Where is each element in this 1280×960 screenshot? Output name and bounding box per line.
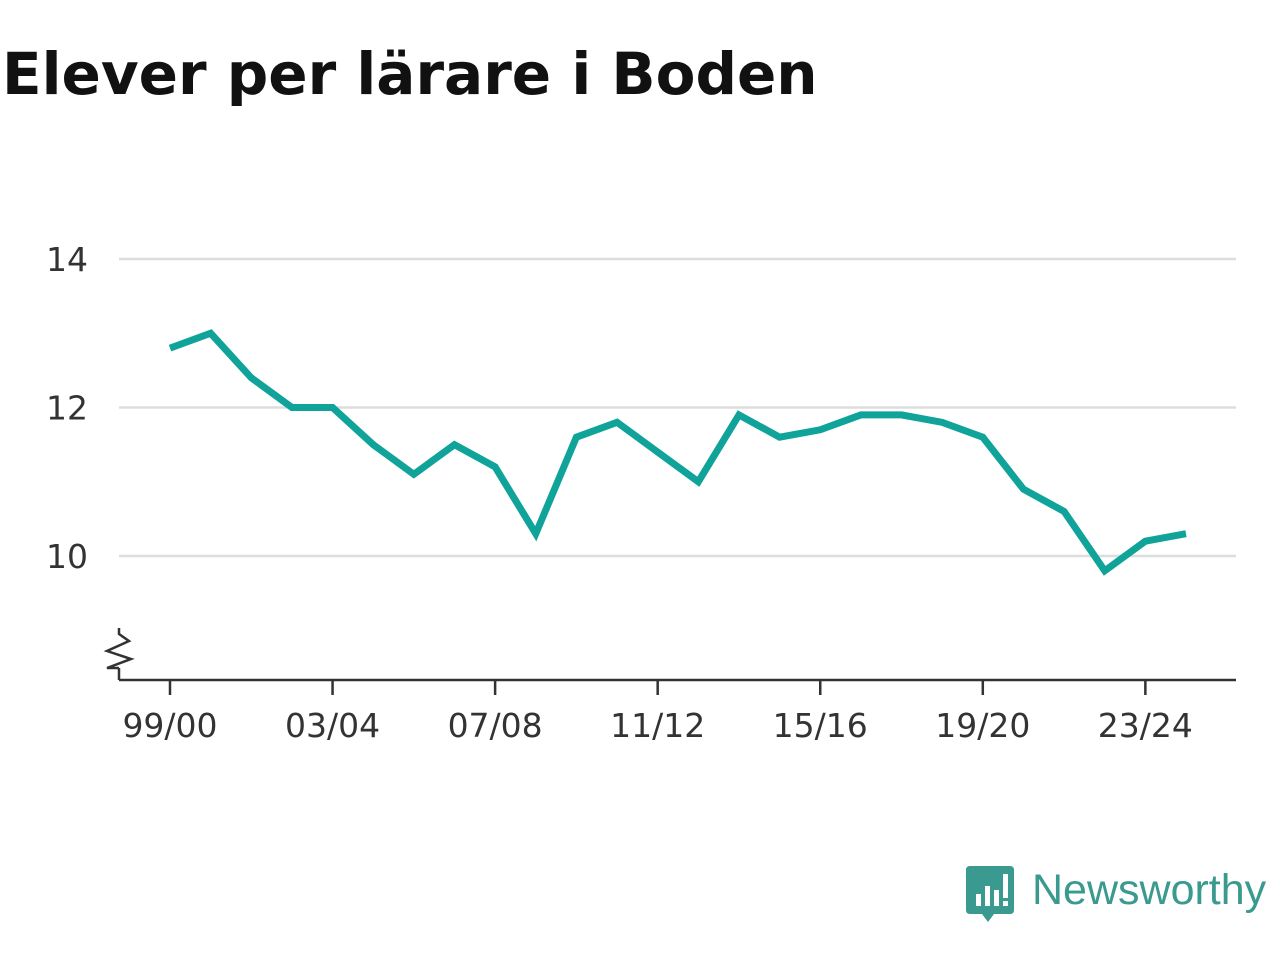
y-tick-label: 10 [46, 537, 88, 576]
y-axis-ticks: 10 12 14 [46, 240, 88, 576]
line-chart: 10 12 14 99/00 03/04 07/08 11/12 15/16 19/20 23/… [46, 240, 1236, 745]
series-line-0 [168, 329, 1187, 576]
x-axis-ticks: 99/00 03/04 07/08 11/12 15/16 19/20 23/24 [122, 680, 1193, 745]
brand-name: Newsworthy [1032, 866, 1267, 914]
series-layer [168, 329, 1187, 576]
y-tick-label: 12 [46, 389, 88, 428]
y-tick-label: 14 [46, 240, 88, 279]
y-axis-break-icon [103, 628, 135, 670]
x-tick-label: 07/08 [448, 706, 543, 745]
x-tick-label: 03/04 [285, 706, 380, 745]
axes [103, 628, 1236, 682]
x-tick-label: 19/20 [935, 706, 1030, 745]
x-tick-label: 23/24 [1098, 706, 1193, 745]
chart-title: Elever per lärare i Boden [2, 40, 818, 108]
newsworthy-logo[interactable]: Newsworthy [964, 864, 1266, 928]
x-tick-label: 99/00 [122, 706, 217, 745]
x-tick-label: 11/12 [610, 706, 705, 745]
x-tick-label: 15/16 [773, 706, 868, 745]
bar-chart-speech-bubble-icon [966, 866, 1014, 922]
